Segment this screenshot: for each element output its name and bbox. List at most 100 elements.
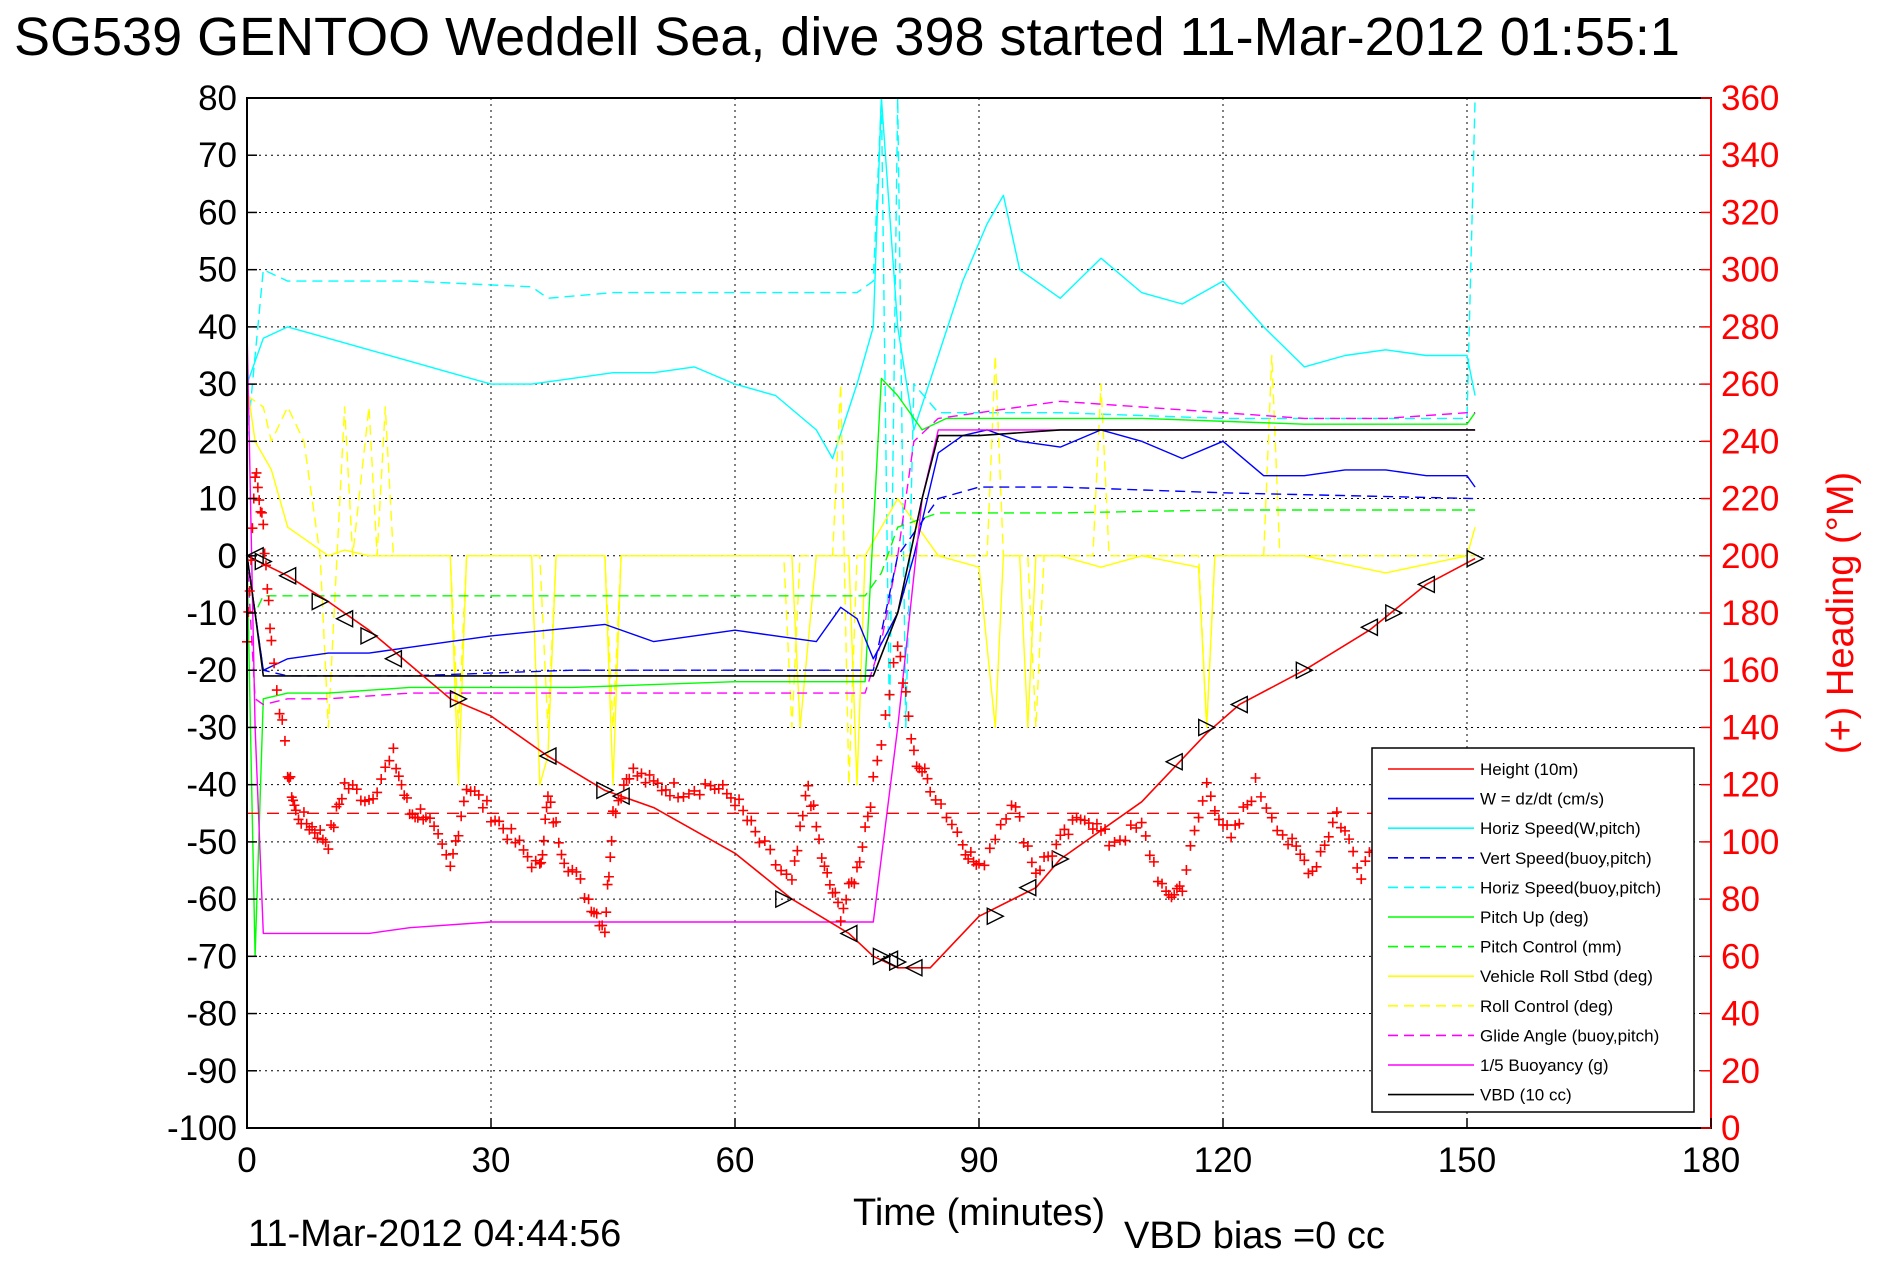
heading-marker [1299, 855, 1310, 866]
heading-marker [880, 710, 891, 721]
heading-marker [425, 813, 435, 824]
heading-marker [906, 733, 917, 744]
heading-marker [941, 812, 952, 823]
heading-marker [803, 780, 814, 791]
heading-marker [898, 678, 909, 689]
heading-marker [1315, 846, 1326, 857]
heading-marker [936, 799, 947, 810]
y-right-tick-label: 180 [1721, 594, 1779, 633]
heading-marker [263, 595, 274, 606]
heading-marker [526, 862, 537, 873]
legend-box [1371, 747, 1695, 1113]
heading-marker [824, 879, 835, 890]
heading-marker [795, 821, 806, 832]
heading-marker [255, 506, 266, 517]
heading-marker [800, 790, 811, 801]
heading-marker [903, 711, 914, 722]
heading-marker [1120, 835, 1131, 846]
heading-marker [401, 792, 412, 803]
heading-marker [786, 874, 797, 885]
legend-label: W = dz/dt (cm/s) [1480, 790, 1604, 809]
heading-marker [251, 467, 262, 478]
height-marker [278, 566, 297, 585]
heading-marker [1327, 817, 1338, 828]
series-line-buoy [246, 326, 1476, 935]
heading-marker [545, 797, 556, 808]
heading-marker [247, 523, 258, 534]
heading-marker [1091, 818, 1102, 829]
heading-marker [852, 862, 862, 873]
heading-marker [1140, 830, 1151, 841]
heading-marker [746, 815, 757, 826]
x-tick-label: 120 [1194, 1141, 1252, 1180]
x-axis: 0 30 60 90 120 150 180 [237, 1118, 1740, 1180]
heading-marker [984, 843, 995, 854]
heading-marker [541, 802, 552, 813]
heading-marker [1255, 791, 1266, 802]
heading-marker [1144, 850, 1155, 861]
heading-marker [694, 789, 705, 800]
heading-marker [765, 844, 776, 855]
heading-marker [990, 834, 1001, 845]
y-left-tick-label: 30 [198, 365, 237, 404]
heading-marker [965, 847, 976, 858]
heading-marker [437, 839, 448, 850]
heading-marker [1185, 840, 1196, 851]
heading-marker [900, 686, 911, 697]
heading-marker [1266, 812, 1277, 823]
heading-marker [610, 808, 621, 819]
heading-marker [1177, 886, 1188, 897]
heading-marker [571, 866, 582, 877]
heading-marker [309, 827, 320, 838]
heading-marker [450, 835, 461, 846]
height-marker [872, 947, 891, 966]
y-left-tick-label: 40 [198, 308, 237, 347]
heading-marker [262, 583, 273, 594]
heading-marker [1226, 832, 1237, 843]
y-left-tick-label: -90 [186, 1052, 237, 1091]
heading-marker [473, 789, 484, 800]
heading-marker [1205, 791, 1216, 802]
heading-marker [603, 871, 614, 882]
footer-vbd-bias: VBD bias =0 cc [1124, 1215, 1385, 1257]
heading-marker [1001, 813, 1012, 824]
height-marker [1466, 549, 1485, 568]
x-tick-label: 60 [716, 1141, 755, 1180]
heading-marker [540, 814, 551, 825]
heading-marker [277, 714, 288, 725]
heading-marker [725, 792, 736, 803]
heading-marker [957, 839, 968, 850]
heading-marker [415, 804, 426, 815]
heading-marker [781, 869, 792, 880]
height-marker [904, 958, 923, 977]
height-marker [888, 952, 908, 972]
height-marker [839, 924, 858, 943]
heading-marker [1148, 856, 1159, 867]
x-tick-label: 150 [1438, 1141, 1496, 1180]
heading-marker [833, 897, 844, 908]
legend: Height (10m) W = dz/dt (cm/s) Horiz Speed(… [1371, 747, 1695, 1113]
y-left-tick-label: -100 [167, 1109, 237, 1148]
series-line-vspeed [246, 486, 1476, 677]
heading-marker [556, 849, 567, 860]
heading-marker [502, 834, 513, 845]
heading-marker [628, 763, 639, 774]
heading-marker [1234, 818, 1245, 829]
series-line-glide [246, 400, 1476, 706]
y-right-tick-label: 220 [1721, 480, 1779, 519]
heading-marker [669, 777, 679, 788]
heading-marker [254, 495, 265, 506]
heading-marker [307, 821, 318, 832]
heading-marker [481, 795, 492, 806]
heading-marker [734, 794, 745, 805]
height-marker [986, 907, 1005, 926]
heading-marker [1246, 796, 1257, 807]
heading-marker [1104, 840, 1115, 851]
heading-marker [636, 768, 647, 779]
heading-marker [868, 771, 879, 782]
height-marker [1018, 878, 1037, 897]
heading-marker [738, 805, 749, 816]
heading-marker [591, 908, 602, 919]
heading-marker [458, 796, 469, 807]
heading-marker [640, 777, 651, 788]
